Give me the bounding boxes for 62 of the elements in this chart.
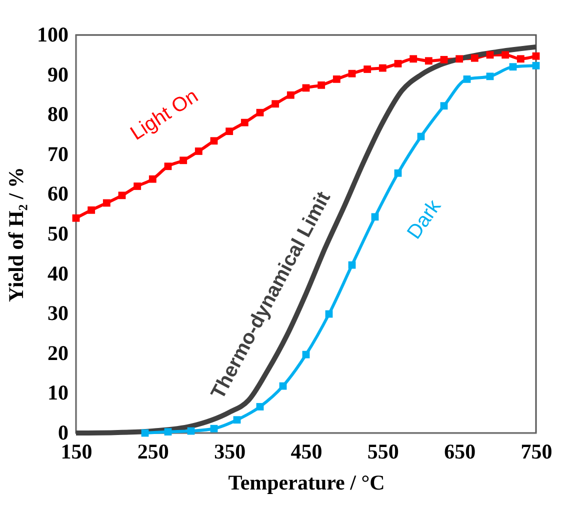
point [194, 148, 202, 155]
point [210, 137, 218, 145]
y-tick-label: 50 [48, 222, 68, 246]
point [348, 70, 356, 78]
point [470, 54, 478, 62]
x-tick-label: 750 [520, 440, 552, 464]
point [318, 81, 326, 89]
y-tick-label: 30 [48, 301, 68, 326]
point [148, 175, 156, 183]
point [180, 156, 188, 164]
point [440, 56, 448, 64]
y-tick-label: 70 [48, 142, 68, 166]
y-tick-label: 60 [48, 182, 68, 206]
point [233, 416, 241, 424]
point [463, 75, 471, 83]
x-tick-label: 250 [137, 440, 169, 464]
point [88, 206, 96, 214]
y-tick-label: 100 [37, 22, 68, 46]
point [509, 63, 517, 71]
point [486, 51, 494, 59]
point [516, 55, 524, 63]
point [371, 213, 379, 221]
y-tick-label: 80 [48, 102, 68, 126]
y-tick-label: 20 [48, 340, 68, 365]
point [272, 100, 280, 108]
point [332, 75, 340, 83]
y-tick-label: 10 [48, 380, 68, 405]
point [102, 199, 110, 207]
x-tick-label: 350 [214, 440, 246, 464]
point [348, 261, 356, 269]
y-axis-title: Yield of H₂ / % [4, 166, 28, 302]
point [394, 169, 402, 177]
point [424, 57, 432, 65]
text: Light On [126, 85, 202, 145]
point [164, 428, 172, 436]
point [256, 403, 264, 410]
x-tick-label: 650 [444, 440, 476, 464]
point [532, 62, 540, 70]
x-tick-label: 450 [290, 440, 322, 464]
point [210, 424, 218, 432]
x-tick-label: 550 [367, 440, 399, 464]
point [378, 64, 386, 72]
point [302, 84, 310, 92]
point [394, 60, 402, 68]
point [256, 108, 264, 116]
x-axis-title: Temperature / °C [228, 470, 385, 494]
y-tick-label: 90 [48, 62, 68, 86]
point [240, 118, 248, 126]
point [532, 52, 540, 60]
point [502, 51, 510, 59]
y-tick-label: 40 [48, 261, 68, 286]
point [456, 55, 464, 63]
point [410, 55, 418, 63]
point [134, 182, 142, 190]
point [72, 214, 80, 222]
point [226, 128, 234, 136]
point [486, 72, 494, 80]
point [286, 91, 294, 99]
point [364, 66, 372, 73]
point [164, 162, 172, 170]
point [118, 192, 126, 200]
point [440, 102, 448, 110]
